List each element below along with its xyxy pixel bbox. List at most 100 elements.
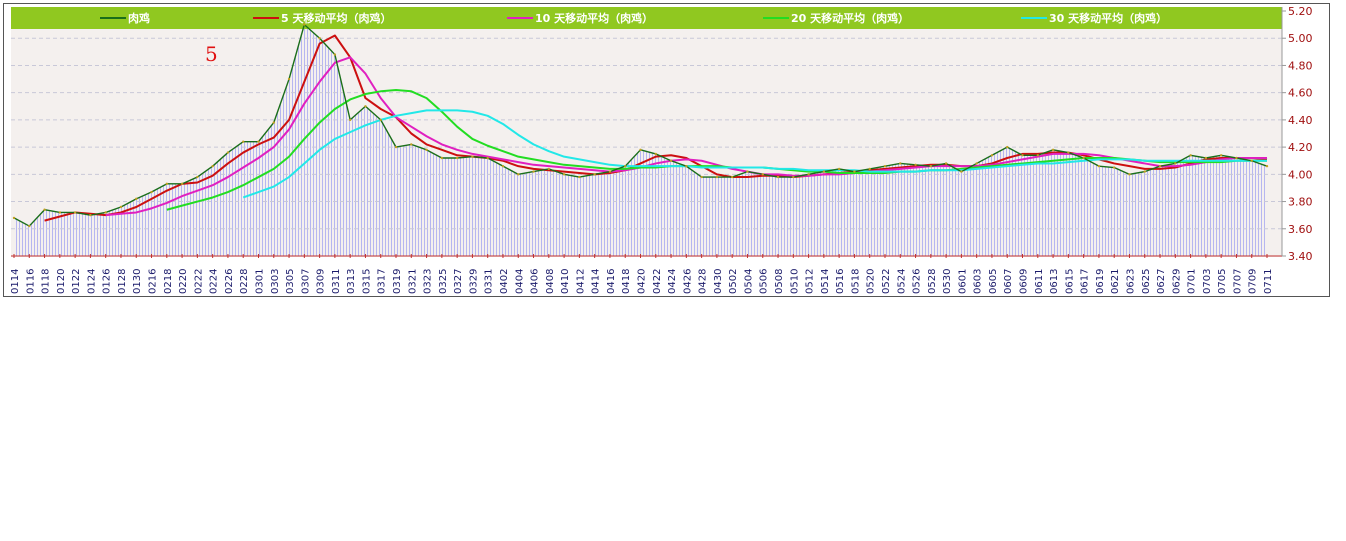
x-tick-label: 0313 [346,269,357,294]
price-point [547,167,551,171]
price-point [1112,166,1116,169]
moving-average-line [242,109,1267,199]
price-point [792,175,795,179]
x-tick-label: 0504 [743,269,754,294]
price-point [242,140,245,143]
x-tick-label: 0228 [239,269,250,294]
x-tick-label: 0605 [988,269,999,294]
price-point [272,121,275,124]
price-point [899,162,902,165]
x-tick-label: 0621 [1110,269,1121,294]
price-point [1174,162,1177,165]
x-tick-label: 0301 [254,269,265,294]
x-tick-label: 0224 [209,269,220,294]
x-tick-label: 0629 [1171,269,1182,294]
price-area [14,24,1267,256]
x-tick-label: 0422 [652,269,663,294]
x-tick-label: 0315 [361,269,372,294]
legend-label: 20 天移动平均（肉鸡） [791,11,909,25]
price-point [914,163,917,167]
y-tick-label: 5.20 [1288,5,1313,18]
price-point [501,164,505,168]
x-tick-label: 0524 [896,269,907,294]
price-point [73,211,77,214]
x-tick-label: 0430 [713,269,724,294]
price-point [1250,159,1253,162]
x-tick-label: 0331 [484,269,495,294]
x-tick-label: 0416 [606,269,617,294]
x-tick-label: 0512 [805,269,816,294]
price-point [211,164,214,168]
x-tick-label: 0226 [224,269,235,294]
x-tick-label: 0118 [41,269,52,294]
x-tick-label: 0408 [545,269,556,294]
price-point [1006,145,1009,149]
price-point [150,190,153,194]
x-tick-label: 0307 [300,269,311,294]
price-point [425,148,428,152]
price-point [883,164,887,168]
x-tick-label: 0528 [927,269,938,294]
price-point [471,155,474,158]
price-point [837,167,841,171]
legend-label: 30 天移动平均（肉鸡） [1049,11,1167,25]
price-point [226,151,230,154]
price-point [1265,164,1269,168]
x-tick-label: 0414 [591,269,602,294]
price-point [990,154,994,157]
legend-item: 20 天移动平均（肉鸡） [763,11,909,25]
x-tick-label: 0116 [25,269,36,294]
price-point [960,170,963,173]
moving-average-line [44,34,1268,222]
price-point [975,162,978,165]
price-point [868,167,871,171]
legend-label: 10 天移动平均（肉鸡） [535,11,653,25]
price-point [486,156,489,160]
legend-label: 5 天移动平均（肉鸡） [281,11,391,25]
y-tick-label: 4.60 [1288,87,1313,100]
x-tick-label: 0404 [514,269,525,294]
price-point [165,182,169,186]
chart-annotation: 5 [205,42,218,66]
legend: 肉鸡 5 天移动平均（肉鸡） 10 天移动平均（肉鸡） 20 天移动平均（肉鸡） 30 … [100,11,1167,25]
price-point [440,156,444,160]
x-tick-label: 0402 [499,269,510,294]
price-point [12,216,16,220]
x-tick-label: 0406 [530,269,541,294]
price-point [1204,156,1208,160]
x-tick-label: 0615 [1064,269,1075,294]
x-tick-label: 0603 [973,269,984,294]
price-point [1235,156,1238,160]
x-tick-label: 0420 [637,269,648,294]
price-point [28,224,31,228]
price-point [348,118,352,122]
x-tick-label: 0508 [774,269,785,294]
price-point [593,173,596,176]
y-axis-ticks: 5.20 5.00 4.80 4.60 4.40 4.20 4.00 3.80 3.60 3.40 [1282,5,1313,263]
price-point [562,173,566,176]
price-point [700,175,703,179]
x-tick-label: 0426 [682,269,693,294]
x-tick-label: 0530 [942,269,953,294]
x-tick-label: 0329 [468,269,479,294]
price-point [1143,170,1146,173]
x-tick-label: 0613 [1049,269,1060,294]
price-point [746,170,749,173]
x-tick-label: 0126 [102,269,113,294]
x-tick-label: 0526 [912,269,923,294]
x-tick-label: 0520 [866,269,877,294]
x-tick-label: 0327 [453,269,464,294]
y-tick-label: 4.80 [1288,59,1313,72]
y-tick-label: 3.60 [1288,223,1313,236]
x-tick-label: 0412 [575,269,586,294]
x-tick-label: 0609 [1019,269,1030,294]
price-point [517,173,520,176]
price-point [578,175,581,179]
price-point [58,211,62,214]
x-axis-ticks: 0114 0116 0118 0120 0122 0124 0126 0128 0130 0216… [10,254,1274,294]
price-point [776,175,780,179]
price-point [394,145,398,149]
x-tick-label: 0705 [1217,269,1228,294]
legend-bar [11,7,1282,29]
x-tick-label: 0627 [1156,269,1167,294]
